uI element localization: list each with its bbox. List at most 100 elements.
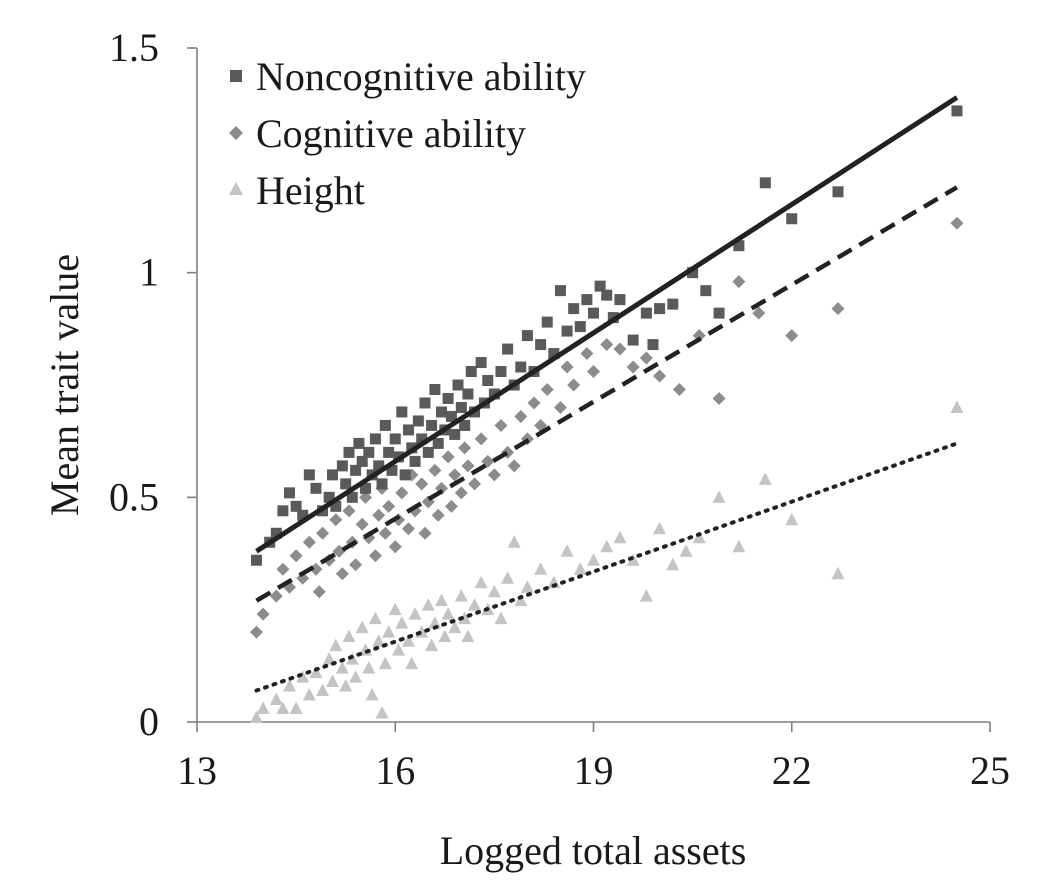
data-point — [312, 585, 326, 599]
data-point — [329, 513, 343, 527]
data-point — [297, 509, 309, 521]
trend-line-solid — [255, 95, 959, 554]
data-point — [502, 343, 514, 355]
data-point — [488, 388, 500, 400]
legend-item-cognitive: Cognitive ability — [229, 111, 526, 156]
data-point — [401, 634, 415, 647]
data-point — [448, 468, 462, 482]
data-point — [639, 589, 653, 602]
x-ticks: 13 16 19 22 25 — [177, 722, 1010, 793]
data-point — [950, 216, 964, 230]
x-tick-label: 16 — [375, 748, 415, 793]
data-point — [613, 530, 627, 544]
data-point — [614, 294, 626, 306]
data-point — [600, 338, 614, 352]
data-point — [362, 661, 376, 674]
data-point — [408, 607, 422, 620]
data-point — [672, 382, 686, 396]
data-point — [507, 459, 521, 473]
data-point — [369, 433, 381, 445]
data-point — [416, 433, 428, 445]
data-point — [458, 611, 472, 625]
series-triangle-points — [249, 400, 964, 724]
data-point — [277, 505, 289, 517]
data-point — [495, 366, 507, 378]
data-point — [515, 361, 527, 373]
data-point — [412, 415, 424, 427]
data-point — [335, 567, 349, 581]
data-point — [712, 490, 726, 503]
data-point — [692, 530, 706, 544]
data-point — [353, 437, 365, 449]
data-point — [832, 186, 844, 198]
data-point — [270, 527, 282, 539]
trend-lines — [254, 95, 959, 693]
data-point — [256, 607, 270, 621]
data-point — [553, 400, 567, 414]
data-point — [372, 508, 386, 522]
y-tick-label: 0 — [139, 699, 159, 744]
data-point — [396, 406, 408, 418]
data-point — [382, 625, 396, 638]
data-point — [399, 469, 411, 481]
data-point — [831, 566, 845, 580]
data-point — [395, 616, 409, 629]
legend-label-height: Height — [256, 168, 365, 213]
data-point — [284, 487, 296, 499]
data-point — [289, 701, 303, 715]
data-point — [359, 490, 373, 504]
data-point — [461, 629, 475, 643]
data-point — [422, 446, 434, 458]
data-point — [415, 477, 429, 491]
data-point — [752, 306, 766, 320]
data-point — [712, 391, 726, 405]
legend-label-cognitive: Cognitive ability — [256, 111, 526, 156]
data-point — [373, 460, 385, 472]
data-point — [376, 478, 388, 490]
data-point — [455, 401, 467, 413]
data-point — [514, 593, 528, 607]
data-point — [336, 460, 348, 472]
data-point — [653, 521, 667, 535]
data-point — [283, 679, 297, 692]
data-point — [375, 706, 389, 719]
y-axis-title: Mean trait value — [42, 254, 87, 516]
x-tick-label: 25 — [970, 748, 1010, 793]
data-point — [468, 477, 482, 491]
data-point — [540, 382, 554, 396]
data-point — [418, 526, 432, 540]
y-tick-label: 1 — [139, 250, 159, 295]
legend-item-noncognitive: Noncognitive ability — [230, 54, 586, 99]
data-point — [626, 360, 640, 374]
data-point — [573, 562, 587, 575]
x-tick-label: 19 — [574, 748, 614, 793]
data-point — [758, 472, 772, 485]
data-point — [520, 580, 534, 593]
data-point — [667, 298, 679, 310]
data-point — [587, 365, 600, 379]
data-point — [521, 330, 533, 342]
data-point — [560, 360, 574, 374]
data-point — [438, 629, 452, 643]
data-point — [786, 213, 798, 225]
data-point — [951, 105, 963, 117]
data-point — [713, 307, 725, 319]
data-point — [386, 464, 398, 476]
data-point — [640, 307, 652, 319]
data-point — [581, 294, 593, 306]
data-point — [588, 307, 599, 319]
data-point — [389, 433, 401, 445]
data-point — [360, 482, 372, 494]
data-point — [392, 643, 406, 656]
data-point — [601, 289, 613, 301]
data-point — [342, 504, 356, 518]
data-point — [527, 396, 541, 410]
data-point — [419, 397, 431, 409]
x-tick-label: 22 — [772, 748, 812, 793]
data-points — [249, 105, 964, 724]
data-point — [276, 562, 290, 576]
data-point — [302, 535, 316, 549]
legend-label-noncognitive: Noncognitive ability — [256, 54, 586, 99]
data-point — [462, 388, 474, 400]
